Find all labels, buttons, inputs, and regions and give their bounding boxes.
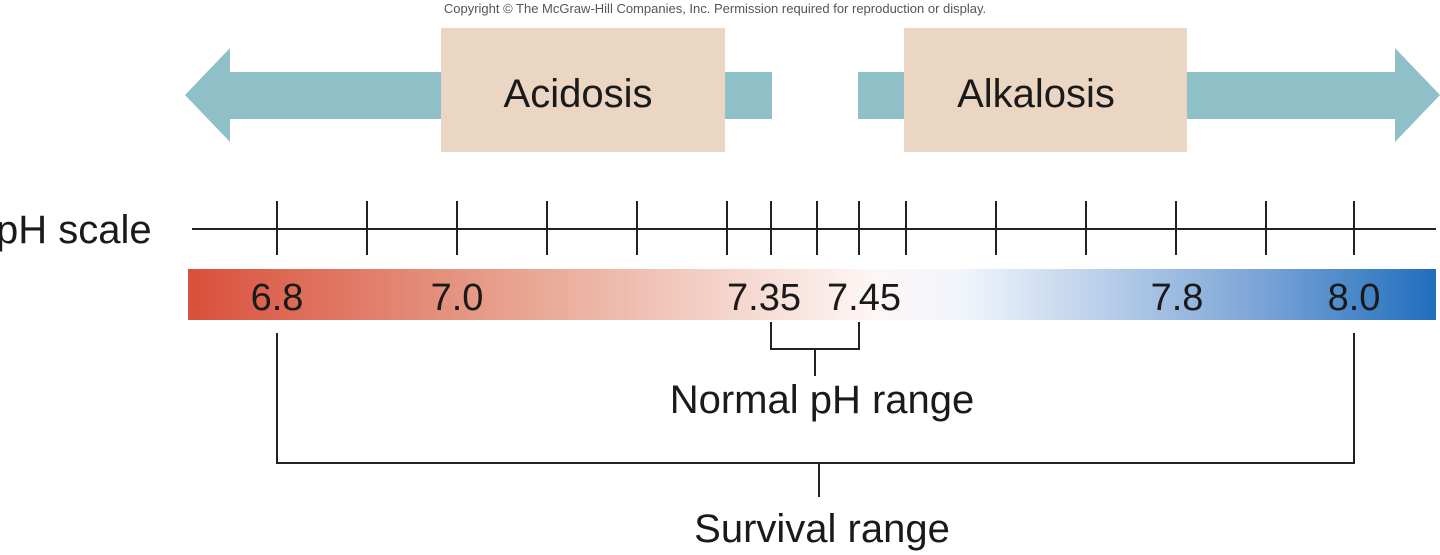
ph-value-7-45: 7.45	[827, 277, 901, 319]
ph-value-7-8: 7.8	[1151, 277, 1204, 319]
normal-range-label: Normal pH range	[670, 378, 975, 422]
ph-color-bar	[188, 269, 1436, 320]
ph-scale-ticks	[276, 201, 1355, 255]
acidosis-box: Acidosis	[441, 28, 725, 152]
ph-scale-label: pH scale	[0, 208, 152, 252]
ph-value-8-0: 8.0	[1328, 277, 1381, 319]
ph-value-6-8: 6.8	[251, 277, 304, 319]
acidosis-label: Acidosis	[504, 72, 653, 116]
survival-range-label: Survival range	[694, 507, 950, 551]
alkalosis-box-bg	[904, 28, 1187, 152]
survival-range-bracket	[276, 333, 1355, 497]
acidosis-box-bg	[441, 28, 725, 152]
survival-range-bracket-line	[276, 333, 1355, 464]
alkalosis-label: Alkalosis	[957, 72, 1115, 116]
copyright-notice: Copyright © The McGraw-Hill Companies, I…	[444, 1, 986, 16]
normal-range-bracket	[770, 322, 860, 376]
ph-value-7-35: 7.35	[727, 277, 801, 319]
ph-value-7-0: 7.0	[431, 277, 484, 319]
normal-range-bracket-line	[770, 322, 860, 350]
alkalosis-box: Alkalosis	[904, 28, 1187, 152]
